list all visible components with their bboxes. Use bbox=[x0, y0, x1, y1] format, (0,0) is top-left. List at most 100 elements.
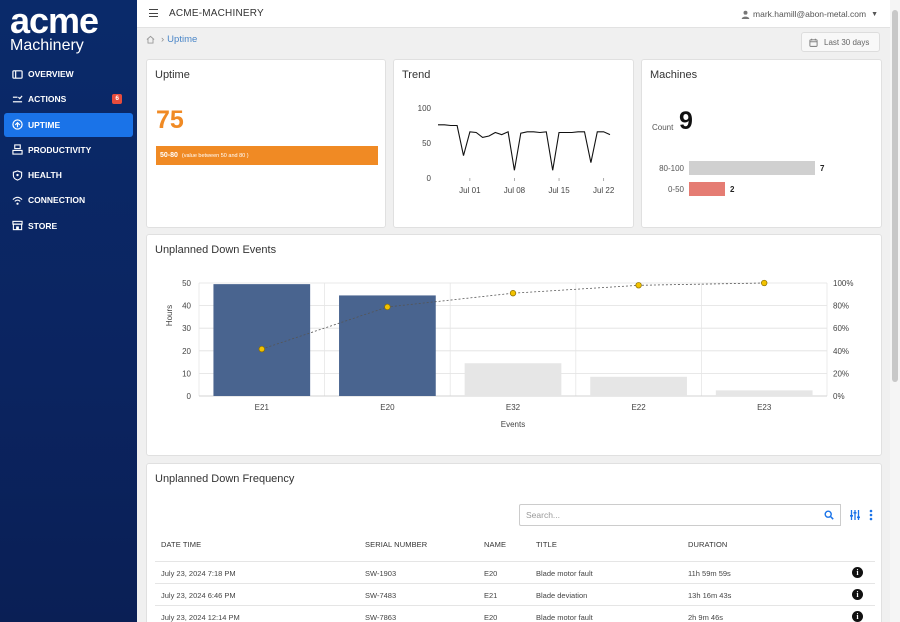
sidebar-item-store[interactable]: STORE bbox=[4, 214, 133, 238]
y-tick-label: 10 bbox=[182, 369, 191, 378]
sidebar-item-label: UPTIME bbox=[28, 119, 61, 130]
cumulative-point bbox=[761, 279, 768, 287]
y2-tick-label: 80% bbox=[833, 302, 849, 311]
bar bbox=[464, 363, 562, 396]
date-range-button[interactable]: Last 30 days bbox=[801, 32, 880, 52]
y-tick-label: 50 bbox=[182, 279, 191, 288]
column-header-serial-number[interactable]: SERIAL NUMBER bbox=[365, 540, 428, 549]
y-tick-label: 30 bbox=[182, 324, 191, 333]
down-frequency-card: Unplanned Down Frequency DATE TIME SERIA… bbox=[146, 463, 882, 622]
user-email: mark.hamill@abon-metal.com bbox=[753, 9, 867, 19]
sidebar-item-label: OVERVIEW bbox=[28, 69, 74, 79]
breadcrumb-current[interactable]: Uptime bbox=[167, 34, 198, 45]
x-tick-label: Jul 22 bbox=[593, 186, 615, 195]
table-row[interactable]: July 23, 2024 6:46 PM SW-7483 E21 Blade … bbox=[155, 583, 875, 605]
sidebar-item-productivity[interactable]: PRODUCTIVITY bbox=[4, 138, 133, 162]
date-range-label: Last 30 days bbox=[824, 37, 870, 47]
cell-serial-number: SW-7863 bbox=[365, 613, 397, 622]
uptime-value: 75 bbox=[156, 106, 184, 134]
machines-card-title: Machines bbox=[650, 69, 698, 81]
trend-card-title: Trend bbox=[402, 69, 431, 81]
sidebar-item-actions[interactable]: ACTIONS 6 bbox=[4, 87, 133, 111]
trend-chart: 0 50 100 Jul 01 Jul 08 Jul 15 Jul 22 bbox=[418, 104, 615, 195]
brand-logo-acme: acme bbox=[10, 0, 99, 41]
search-button[interactable] bbox=[817, 504, 841, 526]
machine-range-row: 80-100 7 bbox=[642, 161, 882, 175]
trend-line bbox=[438, 124, 611, 171]
bar bbox=[339, 295, 436, 396]
column-header-title[interactable]: TITLE bbox=[536, 540, 557, 549]
sidebar-item-label: ACTIONS bbox=[28, 94, 67, 105]
cumulative-point bbox=[635, 282, 642, 289]
sidebar-item-connection[interactable]: CONNECTION bbox=[4, 188, 133, 212]
cumulative-point bbox=[509, 290, 517, 297]
health-icon bbox=[12, 170, 23, 181]
scrollbar-thumb[interactable] bbox=[892, 10, 898, 382]
top-bar: ACME-MACHINERY mark.hamill@abon-metal.co… bbox=[137, 0, 900, 28]
menu-icon[interactable] bbox=[149, 9, 158, 18]
column-header-name[interactable]: NAME bbox=[484, 540, 507, 549]
uptime-icon bbox=[12, 119, 23, 130]
machines-card: Machines Count 9 80-100 7 0-50 2 bbox=[641, 59, 882, 228]
cell-duration: 11h 59m 59s bbox=[688, 569, 731, 578]
info-icon[interactable]: i bbox=[852, 611, 863, 622]
sidebar-item-label: PRODUCTIVITY bbox=[28, 144, 92, 155]
store-icon bbox=[12, 220, 23, 231]
y-tick-label: 20 bbox=[182, 347, 191, 356]
cell-date-time: July 23, 2024 7:18 PM bbox=[161, 569, 236, 578]
sidebar-item-health[interactable]: HEALTH bbox=[4, 163, 133, 187]
app-title: ACME-MACHINERY bbox=[169, 8, 264, 19]
y2-tick-label: 0% bbox=[833, 392, 845, 401]
sidebar-item-uptime[interactable]: UPTIME bbox=[4, 112, 133, 137]
y-axis-label: Hours bbox=[165, 305, 174, 326]
brand-logo[interactable]: acme Machinery bbox=[10, 0, 134, 55]
cumulative-line bbox=[261, 282, 765, 350]
home-icon[interactable] bbox=[146, 35, 155, 44]
machine-range-value: 7 bbox=[820, 164, 825, 173]
cell-serial-number: SW-1903 bbox=[365, 569, 397, 578]
x-tick-label: E20 bbox=[380, 403, 395, 412]
cell-duration: 13h 16m 43s bbox=[688, 591, 732, 600]
machine-count-value: 9 bbox=[679, 107, 693, 135]
page-scrollbar[interactable] bbox=[890, 0, 900, 622]
cell-serial-number: SW-7483 bbox=[365, 591, 397, 600]
caret-down-icon: ▼ bbox=[871, 10, 878, 18]
more-vertical-icon[interactable] bbox=[865, 509, 877, 521]
connection-icon bbox=[12, 195, 23, 206]
trend-card: Trend 0 50 100 Jul 01 Jul 08 Jul 15 Jul 22 bbox=[393, 59, 634, 228]
sidebar-item-overview[interactable]: OVERVIEW bbox=[4, 62, 133, 86]
y-tick-label: 40 bbox=[182, 302, 191, 311]
x-axis-label: Events bbox=[501, 420, 525, 429]
cell-title: Blade deviation bbox=[536, 591, 588, 600]
column-header-date-time[interactable]: DATE TIME bbox=[161, 540, 202, 549]
y-tick-label: 50 bbox=[422, 139, 431, 148]
machine-range-bar[interactable] bbox=[689, 182, 725, 196]
cell-date-time: July 23, 2024 6:46 PM bbox=[161, 591, 236, 600]
y2-tick-label: 60% bbox=[833, 324, 849, 333]
down-events-card: Unplanned Down Events 50 40 30 20 10 0 100% 80%… bbox=[146, 234, 882, 456]
cumulative-point bbox=[258, 345, 265, 353]
search-input[interactable] bbox=[519, 504, 819, 526]
column-filter-icon[interactable] bbox=[849, 509, 861, 521]
bar bbox=[590, 376, 687, 396]
column-header-duration[interactable]: DURATION bbox=[688, 540, 728, 549]
uptime-band-note: (value between 50 and 80 ) bbox=[181, 152, 249, 159]
actions-count-badge: 6 bbox=[112, 94, 122, 105]
machine-range-bar[interactable] bbox=[689, 161, 815, 175]
cell-duration: 2h 9m 46s bbox=[688, 613, 724, 622]
table-row[interactable]: July 23, 2024 12:14 PM SW-7863 E20 Blade… bbox=[155, 605, 875, 622]
info-icon[interactable]: i bbox=[852, 567, 863, 578]
machine-range-label: 0-50 bbox=[667, 185, 684, 194]
table-row[interactable]: July 23, 2024 7:18 PM SW-1903 E20 Blade … bbox=[155, 561, 875, 583]
y2-tick-label: 20% bbox=[833, 369, 849, 378]
machine-count-label: Count bbox=[652, 123, 674, 132]
info-icon[interactable]: i bbox=[852, 589, 863, 600]
user-icon bbox=[741, 10, 750, 19]
down-frequency-title: Unplanned Down Frequency bbox=[155, 473, 295, 485]
y-tick-label: 100 bbox=[418, 104, 432, 113]
x-tick-label: E23 bbox=[757, 403, 772, 412]
user-menu[interactable]: mark.hamill@abon-metal.com ▼ bbox=[741, 9, 878, 19]
machine-range-value: 2 bbox=[730, 185, 735, 194]
uptime-band-label: 50-80 bbox=[160, 152, 178, 159]
bar bbox=[213, 284, 311, 396]
